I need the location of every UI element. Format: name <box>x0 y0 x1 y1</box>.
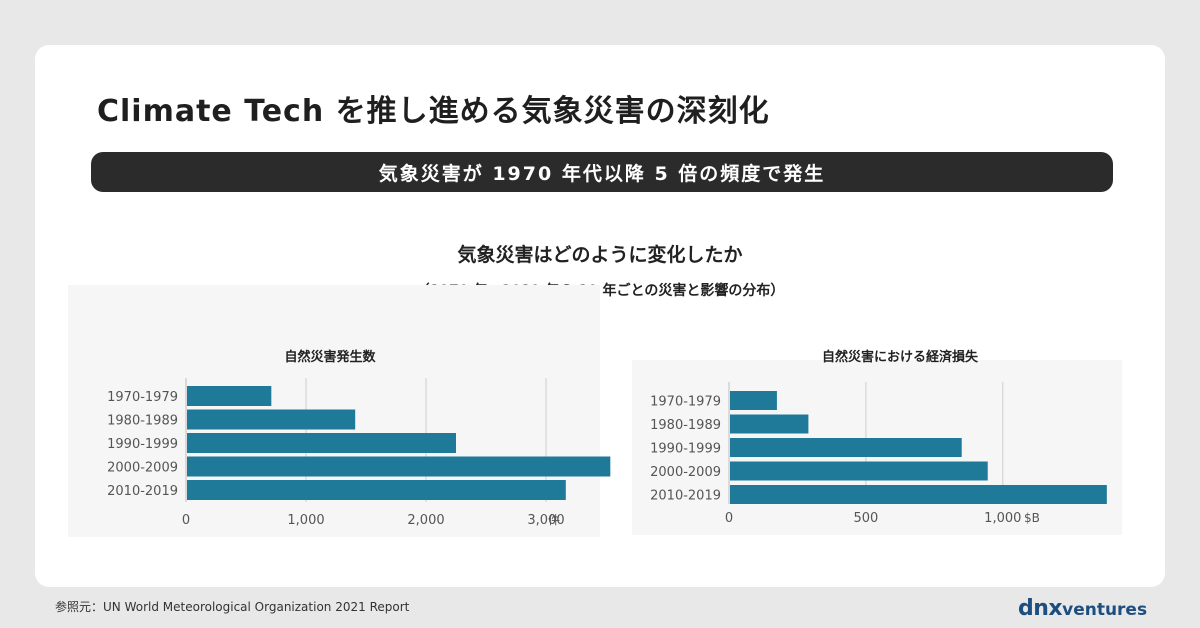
category-label: 2000-2009 <box>107 461 178 476</box>
tick-label: 1,000 <box>984 511 1021 526</box>
logo-sub-text: ventures <box>1062 600 1148 620</box>
bar <box>730 391 777 410</box>
category-label: 2010-2019 <box>650 489 721 504</box>
tick-label: 2,000 <box>407 513 444 528</box>
tick-label: 500 <box>853 511 878 526</box>
bar <box>730 438 962 457</box>
bar <box>730 461 988 481</box>
brand-logo: dnxventures <box>1018 596 1147 621</box>
tick-label: 1,000 <box>287 513 324 528</box>
category-label: 1990-1999 <box>650 442 721 457</box>
category-label: 1980-1989 <box>650 418 721 433</box>
section-title: 気象災害はどのように変化したか <box>457 244 743 266</box>
source-citation: 参照元：UN World Meteorological Organization… <box>55 600 410 614</box>
category-label: 1970-1979 <box>107 390 178 405</box>
chart-title-economic-loss: 自然災害における経済損失 <box>821 350 978 365</box>
category-label: 1980-1989 <box>107 414 178 429</box>
bar <box>730 414 809 434</box>
tick-label: 0 <box>725 511 733 526</box>
logo-main-text: dnx <box>1018 596 1063 621</box>
bar <box>187 409 356 430</box>
bar <box>187 456 611 477</box>
bar <box>187 480 566 500</box>
unit-label: 件 <box>548 513 560 527</box>
bar <box>730 485 1107 504</box>
unit-label: $B <box>1024 511 1040 525</box>
tick-label: 3,000 <box>527 513 564 528</box>
category-label: 2010-2019 <box>107 484 178 499</box>
category-label: 1970-1979 <box>650 395 721 410</box>
category-label: 1990-1999 <box>107 437 178 452</box>
tick-label: 0 <box>182 513 190 528</box>
bar <box>187 433 456 453</box>
headline-banner: 気象災害が 1970 年代以降 5 倍の頻度で発生 <box>91 152 1113 192</box>
category-label: 2000-2009 <box>650 465 721 480</box>
page-title: Climate Tech を推し進める気象災害の深刻化 <box>97 94 770 129</box>
bar <box>187 386 272 406</box>
chart-title-disaster-count: 自然災害発生数 <box>284 350 376 365</box>
